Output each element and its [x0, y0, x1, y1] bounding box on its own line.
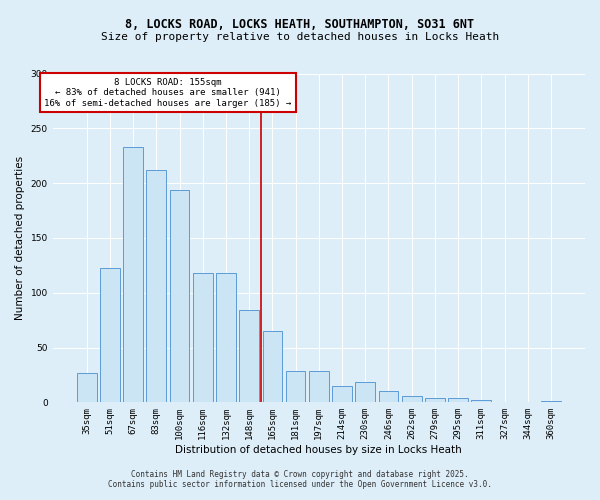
Bar [355, 382, 375, 402]
Text: Contains HM Land Registry data © Crown copyright and database right 2025.
Contai: Contains HM Land Registry data © Crown c… [108, 470, 492, 489]
Bar [100, 268, 120, 402]
Bar [448, 398, 468, 402]
Bar [170, 190, 190, 402]
Bar [541, 401, 561, 402]
Bar [286, 370, 305, 402]
Bar [146, 170, 166, 402]
Bar [123, 147, 143, 403]
X-axis label: Distribution of detached houses by size in Locks Heath: Distribution of detached houses by size … [175, 445, 462, 455]
Bar [402, 396, 422, 402]
Y-axis label: Number of detached properties: Number of detached properties [15, 156, 25, 320]
Bar [216, 273, 236, 402]
Bar [332, 386, 352, 402]
Text: 8 LOCKS ROAD: 155sqm
← 83% of detached houses are smaller (941)
16% of semi-deta: 8 LOCKS ROAD: 155sqm ← 83% of detached h… [44, 78, 292, 108]
Bar [379, 392, 398, 402]
Bar [472, 400, 491, 402]
Bar [425, 398, 445, 402]
Bar [193, 273, 212, 402]
Bar [77, 372, 97, 402]
Text: 8, LOCKS ROAD, LOCKS HEATH, SOUTHAMPTON, SO31 6NT: 8, LOCKS ROAD, LOCKS HEATH, SOUTHAMPTON,… [125, 18, 475, 30]
Bar [239, 310, 259, 402]
Text: Size of property relative to detached houses in Locks Heath: Size of property relative to detached ho… [101, 32, 499, 42]
Bar [309, 370, 329, 402]
Bar [263, 331, 282, 402]
